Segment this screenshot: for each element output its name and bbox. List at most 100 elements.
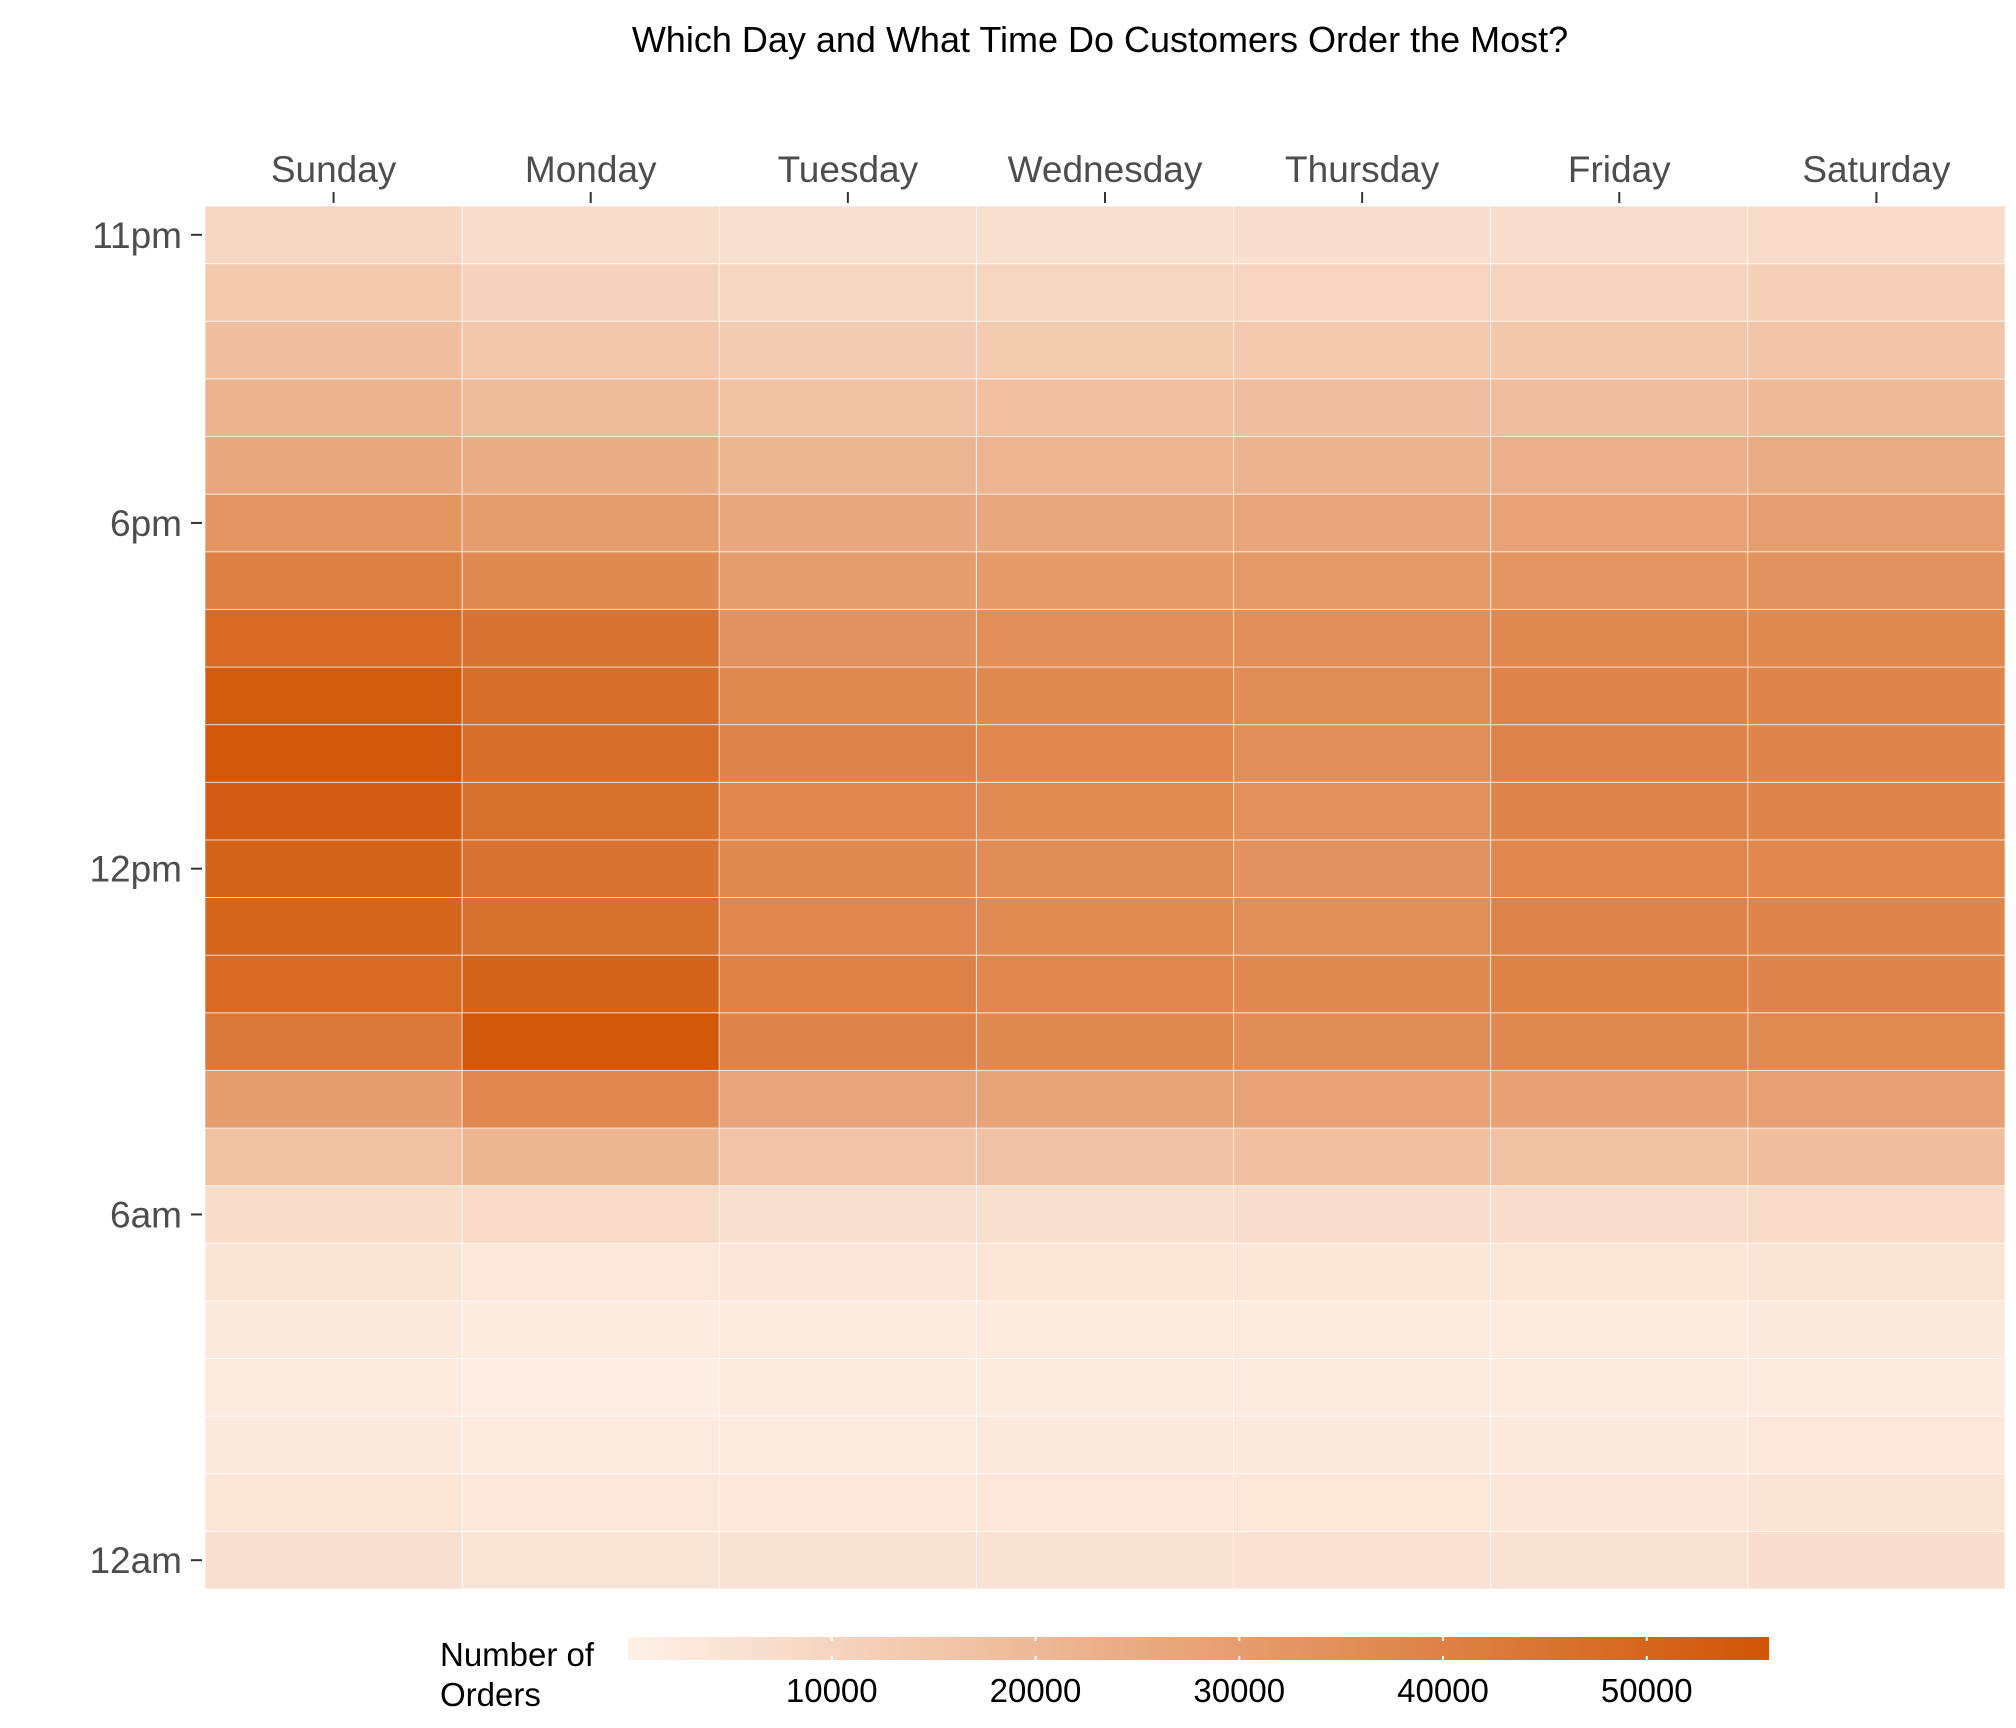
heatmap-cell-saturday-2pm [1747, 724, 2006, 783]
heatmap-cell-monday-6am [461, 1185, 720, 1244]
heatmap-cell-saturday-12pm [1747, 839, 2006, 898]
heatmap-cell-monday-1pm [461, 781, 720, 841]
heatmap-cell-saturday-8am [1747, 1069, 2006, 1129]
heatmap-cell-sunday-1am [204, 1473, 463, 1532]
heatmap-cell-wednesday-5pm [975, 551, 1235, 610]
heatmap-cell-thursday-2am [1233, 1415, 1492, 1475]
heatmap-cell-sunday-9am [204, 1012, 463, 1071]
heatmap-cell-monday-5am [461, 1242, 720, 1302]
heatmap-cell-tuesday-10pm [718, 263, 977, 322]
heatmap-cell-sunday-2pm [204, 724, 463, 783]
heatmap-cell-friday-9pm [1490, 320, 1749, 380]
heatmap-cell-thursday-3pm [1233, 666, 1492, 726]
heatmap-cell-tuesday-1am [718, 1473, 977, 1532]
heatmap-cell-thursday-9am [1233, 1012, 1492, 1071]
heatmap-cell-wednesday-12am [975, 1530, 1235, 1590]
heatmap-cell-wednesday-12pm [975, 839, 1235, 898]
heatmap-cell-sunday-5am [204, 1242, 463, 1302]
heatmap-cell-thursday-12pm [1233, 839, 1492, 898]
day-label-wednesday: Wednesday [1008, 149, 1203, 190]
legend-tick-label-50000: 50000 [1601, 1672, 1693, 1709]
heatmap-cell-thursday-1am [1233, 1473, 1492, 1532]
heatmap-cell-wednesday-9pm [975, 320, 1235, 380]
heatmap-cell-wednesday-1am [975, 1473, 1235, 1532]
heatmap-cell-tuesday-9pm [718, 320, 977, 380]
heatmap-cell-wednesday-4am [975, 1300, 1235, 1359]
heatmap-cell-tuesday-4am [718, 1300, 977, 1359]
heatmap-cell-thursday-8pm [1233, 378, 1492, 437]
heatmap-cell-saturday-6am [1747, 1185, 2006, 1244]
heatmap-cell-tuesday-10am [718, 954, 977, 1014]
heatmap-cell-sunday-3pm [204, 666, 463, 726]
hour-label-11pm: 11pm [92, 215, 182, 256]
heatmap-cell-sunday-7am [204, 1127, 463, 1187]
heatmap-cell-thursday-7pm [1233, 436, 1492, 495]
heatmap-cell-tuesday-11am [718, 897, 977, 956]
heatmap-cell-sunday-3am [204, 1358, 463, 1417]
heatmap-cell-tuesday-1pm [718, 781, 977, 841]
heatmap-cell-monday-8pm [461, 378, 720, 437]
heatmap-cell-sunday-10pm [204, 263, 463, 322]
heatmap-cell-thursday-9pm [1233, 320, 1492, 380]
day-label-monday: Monday [525, 149, 657, 190]
heatmap-cell-monday-11pm [461, 205, 720, 265]
heatmap-cell-tuesday-2am [718, 1415, 977, 1475]
heatmap-cell-thursday-4pm [1233, 608, 1492, 668]
heatmap-cell-friday-5pm [1490, 551, 1749, 610]
heatmap-cell-monday-2am [461, 1415, 720, 1475]
legend-tick-label-20000: 20000 [990, 1672, 1082, 1709]
heatmap-cell-sunday-6pm [204, 493, 463, 553]
heatmap-cell-tuesday-11pm [718, 205, 977, 265]
heatmap-cell-monday-3pm [461, 666, 720, 726]
heatmap-cell-tuesday-6am [718, 1185, 977, 1244]
heatmap-cell-monday-4am [461, 1300, 720, 1359]
heatmap-cell-monday-5pm [461, 551, 720, 610]
heatmap-cell-tuesday-7pm [718, 436, 977, 495]
heatmap-cell-saturday-12am [1747, 1530, 2006, 1590]
heatmap-cell-sunday-2am [204, 1415, 463, 1475]
heatmap-cell-saturday-5pm [1747, 551, 2006, 610]
heatmap-cell-saturday-4am [1747, 1300, 2006, 1359]
hour-label-12pm: 12pm [89, 849, 182, 890]
heatmap-cell-monday-12am [461, 1530, 720, 1590]
heatmap-cell-monday-4pm [461, 608, 720, 668]
heatmap-cell-tuesday-8am [718, 1069, 977, 1129]
heatmap-cell-thursday-10pm [1233, 263, 1492, 322]
heatmap-cell-saturday-7am [1747, 1127, 2006, 1187]
heatmap-cell-tuesday-3am [718, 1358, 977, 1417]
heatmap-cell-friday-3am [1490, 1358, 1749, 1417]
hour-axis: 12am 6am 12pm 6pm 11pm [89, 215, 202, 1581]
heatmap-cell-saturday-3am [1747, 1358, 2006, 1417]
heatmap-cell-friday-4pm [1490, 608, 1749, 668]
heatmap-cell-wednesday-6pm [975, 493, 1235, 553]
heatmap-cell-friday-1pm [1490, 781, 1749, 841]
hour-label-6am: 6am [110, 1194, 182, 1235]
heatmap-cell-friday-8am [1490, 1069, 1749, 1129]
heatmap-cell-thursday-1pm [1233, 781, 1492, 841]
heatmap-cell-wednesday-9am [975, 1012, 1235, 1071]
heatmap-cell-thursday-11pm [1233, 205, 1492, 265]
heatmap-cell-wednesday-5am [975, 1242, 1235, 1302]
heatmap-cell-saturday-4pm [1747, 608, 2006, 668]
color-legend: Number of Orders 10000 20000 30000 40000 500… [440, 1636, 1769, 1713]
heatmap-cell-wednesday-7am [975, 1127, 1235, 1187]
heatmap-cell-friday-11am [1490, 897, 1749, 956]
heatmap-cell-tuesday-5am [718, 1242, 977, 1302]
legend-color-bar [628, 1637, 1769, 1660]
heatmap-cell-friday-10am [1490, 954, 1749, 1014]
heatmap-cell-wednesday-2am [975, 1415, 1235, 1475]
heatmap-cell-saturday-9pm [1747, 320, 2006, 380]
heatmap-cell-tuesday-12am [718, 1530, 977, 1590]
day-axis: Sunday Monday Tuesday Wednesday Thursday Frid… [271, 149, 1951, 203]
heatmap-cell-friday-6am [1490, 1185, 1749, 1244]
heatmap-cell-monday-9pm [461, 320, 720, 380]
heatmap-cell-friday-2am [1490, 1415, 1749, 1475]
heatmap-cell-sunday-6am [204, 1185, 463, 1244]
heatmap-cell-saturday-1pm [1747, 781, 2006, 841]
heatmap-cell-wednesday-10am [975, 954, 1235, 1014]
heatmap-cell-thursday-12am [1233, 1530, 1492, 1590]
heatmap-cell-monday-8am [461, 1069, 720, 1129]
heatmap-cell-sunday-5pm [204, 551, 463, 610]
heatmap-cell-friday-7am [1490, 1127, 1749, 1187]
heatmap-cell-wednesday-1pm [975, 781, 1235, 841]
